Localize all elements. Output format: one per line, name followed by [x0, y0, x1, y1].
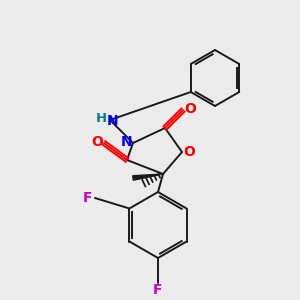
Polygon shape	[133, 174, 163, 180]
Text: O: O	[184, 102, 196, 116]
Text: H: H	[95, 112, 106, 124]
Text: O: O	[91, 135, 103, 149]
Text: N: N	[107, 114, 119, 128]
Text: F: F	[153, 283, 163, 297]
Text: F: F	[83, 191, 93, 205]
Text: O: O	[183, 145, 195, 159]
Text: N: N	[121, 135, 133, 149]
